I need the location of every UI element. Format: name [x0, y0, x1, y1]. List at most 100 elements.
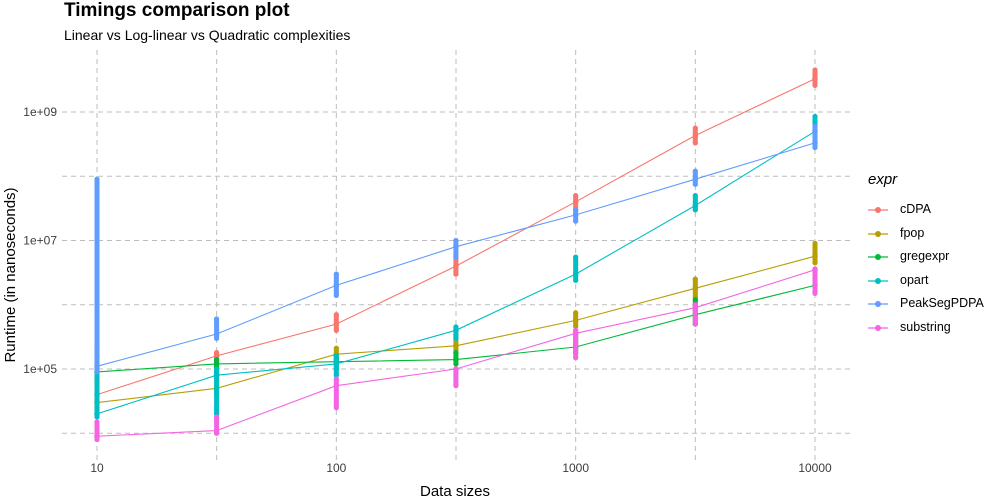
legend-key-icon: [868, 277, 888, 284]
y-tick-label: 1e+05: [23, 362, 57, 376]
data-point: [692, 192, 698, 199]
legend-label: PeakSegPDPA: [900, 296, 984, 310]
data-point: [213, 361, 220, 367]
legend-key-icon: [868, 230, 888, 237]
legend-key-icon: [868, 301, 888, 307]
data-point: [812, 67, 818, 73]
data-point: [453, 263, 459, 269]
data-point: [94, 433, 100, 439]
data-point: [94, 411, 100, 417]
data-point: [573, 323, 579, 330]
data-point: [94, 363, 100, 370]
data-point: [812, 113, 818, 120]
data-point: [572, 330, 579, 337]
data-point: [333, 372, 339, 378]
data-point: [94, 369, 100, 375]
legend-key-icon: [868, 254, 888, 260]
data-point: [572, 199, 579, 205]
chart-title: Timings comparison plot: [64, 0, 290, 21]
legend-label: fpop: [900, 225, 925, 240]
data-point: [213, 331, 220, 337]
legend-item-opart: opart: [866, 270, 996, 292]
data-point: [692, 297, 698, 303]
data-point: [692, 168, 698, 174]
data-point: [572, 212, 579, 218]
data-point: [333, 345, 339, 351]
data-point: [213, 353, 220, 359]
data-point: [333, 312, 339, 318]
data-point: [213, 366, 220, 372]
legend-item-cDPA: cDPA: [866, 199, 996, 221]
data-point: [573, 277, 579, 283]
data-point: [333, 382, 340, 389]
data-point: [453, 335, 459, 341]
data-point: [453, 327, 459, 334]
data-point: [453, 243, 459, 250]
y-tick-label: 1e+09: [23, 105, 57, 119]
data-point: [692, 140, 698, 146]
data-point: [692, 276, 698, 282]
data-point: [453, 254, 459, 260]
legend-item-substring: substring: [866, 317, 996, 339]
legend-label: opart: [900, 272, 929, 287]
data-point: [453, 366, 459, 372]
chart-subtitle: Linear vs Log-linear vs Quadratic comple…: [64, 27, 351, 43]
legend-item-fpop: fpop: [866, 223, 996, 245]
data-point: [333, 376, 339, 382]
data-point: [333, 321, 340, 327]
data-point: [213, 335, 220, 341]
data-point: [812, 240, 818, 247]
y-tick-label: 1e+07: [23, 234, 57, 248]
data-point: [812, 140, 818, 146]
data-point: [812, 82, 818, 88]
data-point: [573, 254, 579, 260]
data-point: [333, 327, 339, 333]
data-point: [692, 202, 699, 209]
data-point: [573, 207, 579, 213]
legend-title: expr: [868, 171, 898, 188]
legend-label: cDPA: [900, 202, 932, 216]
data-point: [333, 353, 339, 359]
data-point: [692, 285, 699, 292]
data-point: [692, 181, 698, 187]
data-point: [453, 271, 459, 277]
data-point: [453, 356, 459, 363]
data-point: [213, 316, 220, 322]
data-point: [453, 383, 459, 389]
data-point: [333, 282, 340, 289]
legend-key-icon: [868, 207, 888, 213]
data-point: [573, 310, 579, 316]
data-point: [213, 414, 220, 420]
data-point: [692, 176, 699, 182]
data-point: [453, 349, 459, 356]
legend-item-PeakSegPDPA: PeakSegPDPA: [866, 293, 996, 315]
data-point: [453, 361, 459, 367]
legend-key-icon: [868, 324, 888, 331]
x-tick-label: 10000: [798, 461, 832, 475]
data-point: [213, 427, 220, 434]
data-point: [692, 125, 698, 131]
x-axis-label: Data sizes: [420, 483, 490, 500]
data-point: [692, 132, 699, 139]
data-point: [692, 304, 699, 311]
legend-label: substring: [900, 319, 951, 334]
data-point: [812, 260, 818, 266]
data-point: [812, 123, 818, 129]
data-point: [573, 355, 579, 361]
data-point: [572, 271, 579, 277]
data-point: [213, 372, 220, 379]
data-point: [572, 317, 579, 324]
data-point: [812, 290, 818, 297]
data-point: [812, 266, 818, 273]
legend-label: gregexpr: [900, 249, 950, 263]
data-point: [692, 321, 698, 327]
x-tick-label: 100: [326, 461, 346, 475]
data-point: [812, 144, 818, 151]
data-point: [453, 237, 459, 244]
data-point: [333, 361, 340, 367]
data-point: [573, 218, 579, 224]
legend-item-gregexpr: gregexpr: [866, 246, 996, 268]
y-axis-label: Runtime (in nanoseconds): [2, 187, 19, 362]
data-point: [333, 292, 339, 298]
